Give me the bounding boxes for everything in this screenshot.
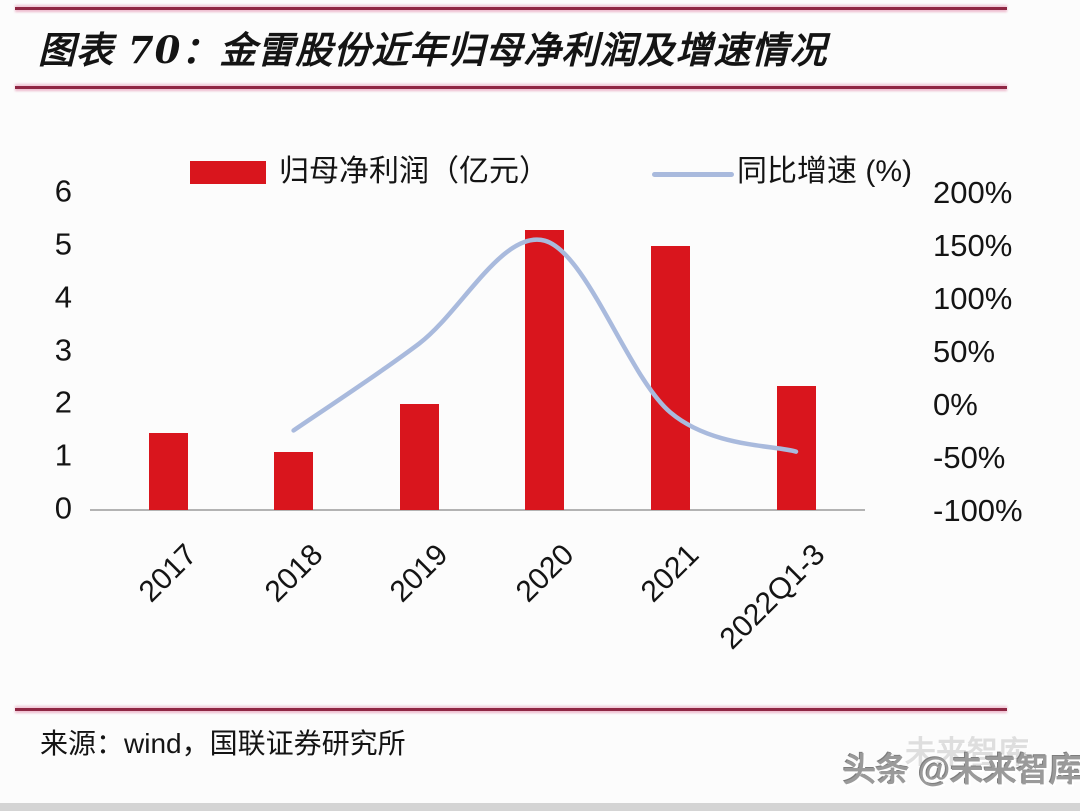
legend-line-swatch: [652, 172, 734, 177]
y-axis-tick-left: 2: [54, 384, 72, 420]
bar-2019: [399, 404, 439, 510]
legend-bar-swatch: [190, 161, 266, 184]
bar-2018: [274, 451, 314, 510]
source-divider-rule: [15, 708, 1007, 711]
source-note: 来源：wind，国联证券研究所: [40, 728, 406, 759]
watermark-ghost-text: 未来智库: [905, 735, 1029, 770]
x-axis-label: 2021: [635, 538, 706, 609]
y-axis-tick-right: 200%: [933, 175, 1013, 210]
y-axis-tick-right: 150%: [933, 228, 1013, 263]
y-axis-tick-right: -50%: [933, 440, 1006, 475]
watermark-text: 头条 @未来智库: [843, 751, 1080, 788]
x-axis-baseline: [90, 509, 865, 511]
top-rule: [15, 7, 1007, 10]
title-underline-rule: [15, 86, 1007, 89]
bar-2017: [148, 433, 188, 510]
x-axis-label: 2017: [132, 538, 204, 609]
y-axis-tick-right: -100%: [933, 493, 1023, 528]
y-axis-tick-left: 6: [54, 173, 72, 209]
bar-2022Q1-3: [776, 385, 816, 510]
x-axis-label: 2022Q1-3: [713, 538, 832, 656]
bottom-edge-strip: [0, 803, 1080, 811]
bar-2020: [525, 229, 565, 510]
x-axis-label: 2020: [509, 538, 581, 609]
legend-label-yoy-growth: 同比增速 (%): [737, 155, 912, 188]
y-axis-tick-left: 4: [54, 279, 72, 315]
y-axis-tick-left: 1: [54, 437, 72, 473]
y-axis-tick-right: 100%: [933, 281, 1013, 316]
x-axis-label: 2019: [383, 538, 455, 609]
y-axis-tick-right: 0%: [933, 387, 978, 422]
y-axis-tick-left: 3: [54, 332, 72, 368]
figure-title: 图表 70：金雷股份近年归母净利润及增速情况: [38, 28, 828, 72]
y-axis-tick-left: 0: [54, 490, 72, 526]
bar-2021: [650, 245, 690, 510]
x-axis-label: 2018: [258, 538, 329, 609]
legend-label-net-profit: 归母净利润（亿元）: [279, 155, 549, 188]
y-axis-tick-left: 5: [54, 226, 72, 262]
y-axis-tick-right: 50%: [933, 334, 996, 369]
